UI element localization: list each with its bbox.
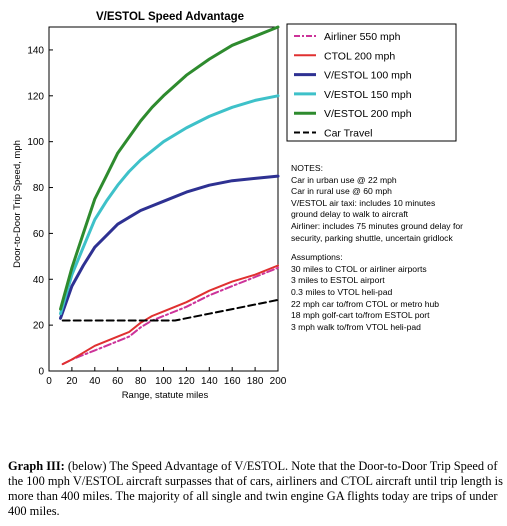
series-line-1 — [61, 264, 279, 366]
legend-label: Car Travel — [324, 128, 372, 140]
chart-title: V/ESTOL Speed Advantage — [96, 11, 244, 23]
note-line: V/ESTOL air taxi: includes 10 minutes — [291, 197, 436, 208]
y-tick-label: 120 — [27, 91, 44, 102]
plot-area-frame — [48, 26, 279, 372]
x-tick-label: 160 — [224, 376, 241, 387]
x-axis-label: Range, statute miles — [122, 390, 209, 401]
assumption-line: 3 mph walk to/from VTOL heli-pad — [291, 321, 421, 332]
assumption-line: 0.3 miles to VTOL heli-pad — [291, 286, 393, 297]
assumptions-heading: Assumptions: — [291, 252, 343, 263]
y-tick-label: 100 — [27, 137, 44, 148]
y-tick-label: 80 — [33, 183, 45, 194]
assumption-line: 22 mph car to/from CTOL or metro hub — [291, 298, 440, 309]
x-tick-label: 140 — [201, 376, 218, 387]
note-line: security, parking shuttle, uncertain gri… — [291, 232, 453, 243]
speed-advantage-chart: V/ESTOL Speed Advantage 0 20 40 60 80 100 120 1… — [12, 11, 457, 401]
series-line-2 — [59, 174, 280, 320]
x-tick-label: 40 — [89, 376, 101, 387]
x-tick-label: 0 — [46, 376, 52, 387]
caption-text: (below) The Speed Advantage of V/ESTOL. … — [8, 459, 503, 518]
y-tick-label: 60 — [33, 229, 45, 240]
x-tick-label: 100 — [155, 376, 172, 387]
notes-panel: NOTES: Car in urban use @ 22 mph Car in … — [291, 163, 503, 333]
x-tick-label: 120 — [178, 376, 195, 387]
legend-frame — [286, 23, 457, 142]
series-line-4 — [59, 25, 280, 311]
x-tick-label: 180 — [247, 376, 264, 387]
y-tick-label: 20 — [33, 321, 45, 332]
legend-label: Airliner 550 mph — [324, 31, 401, 43]
assumption-line: 3 miles to ESTOL airport — [291, 275, 385, 286]
x-tick-label: 80 — [135, 376, 147, 387]
y-tick-label: 40 — [33, 275, 45, 286]
caption-label: Graph III: — [8, 459, 65, 473]
series-line-5 — [61, 298, 279, 322]
assumption-line: 30 miles to CTOL or airliner airports — [291, 263, 427, 274]
series-line-0 — [61, 266, 279, 366]
chart-legend: Airliner 550 mph CTOL 200 mph V/ESTOL 100 … — [286, 23, 457, 142]
chart-series-lines — [59, 25, 280, 366]
note-line: Airliner: includes 75 minutes ground del… — [291, 220, 463, 231]
note-line: ground delay to walk to aircraft — [291, 209, 409, 220]
assumption-line: 18 mph golf-cart to/from ESTOL port — [291, 310, 430, 321]
notes-heading: NOTES: — [291, 163, 323, 173]
note-line: Car in rural use @ 60 mph — [291, 186, 392, 197]
series-line-3 — [59, 94, 280, 316]
x-tick-label: 20 — [66, 376, 78, 387]
note-line: Car in urban use @ 22 mph — [291, 174, 397, 185]
chart-axes: 0 20 40 60 80 100 120 140 160 180 200 0 20 40 60 80 100 1… — [27, 26, 287, 387]
legend-label: V/ESTOL 150 mph — [324, 89, 412, 101]
x-tick-label: 60 — [112, 376, 124, 387]
legend-label: V/ESTOL 100 mph — [324, 70, 412, 82]
figure-caption: Graph III: (below) The Speed Advantage o… — [8, 459, 503, 519]
x-tick-label: 200 — [270, 376, 287, 387]
legend-label: CTOL 200 mph — [324, 50, 395, 62]
legend-label: V/ESTOL 200 mph — [324, 108, 412, 120]
y-tick-label: 140 — [27, 45, 44, 56]
y-axis-label: Door-to-Door Trip Speed, mph — [12, 140, 23, 268]
y-tick-label: 0 — [38, 367, 44, 378]
